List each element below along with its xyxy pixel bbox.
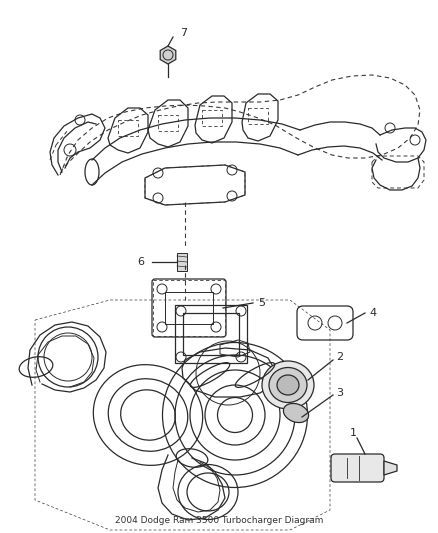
Text: 4: 4 <box>369 308 376 318</box>
Text: 5: 5 <box>258 298 265 308</box>
Ellipse shape <box>277 375 299 395</box>
Bar <box>165 292 213 324</box>
Text: 2: 2 <box>336 352 343 362</box>
Bar <box>175 305 247 363</box>
Ellipse shape <box>262 361 314 409</box>
Text: 7: 7 <box>180 28 187 38</box>
Text: 3: 3 <box>336 388 343 398</box>
Bar <box>183 313 239 355</box>
Bar <box>177 253 187 271</box>
Polygon shape <box>160 46 176 64</box>
FancyBboxPatch shape <box>331 454 384 482</box>
Text: 2004 Dodge Ram 3500 Turbocharger Diagram: 2004 Dodge Ram 3500 Turbocharger Diagram <box>115 516 323 525</box>
Ellipse shape <box>283 403 309 423</box>
Polygon shape <box>384 461 397 475</box>
Text: 1: 1 <box>350 428 357 438</box>
Text: 6: 6 <box>137 257 144 267</box>
Ellipse shape <box>269 367 307 402</box>
